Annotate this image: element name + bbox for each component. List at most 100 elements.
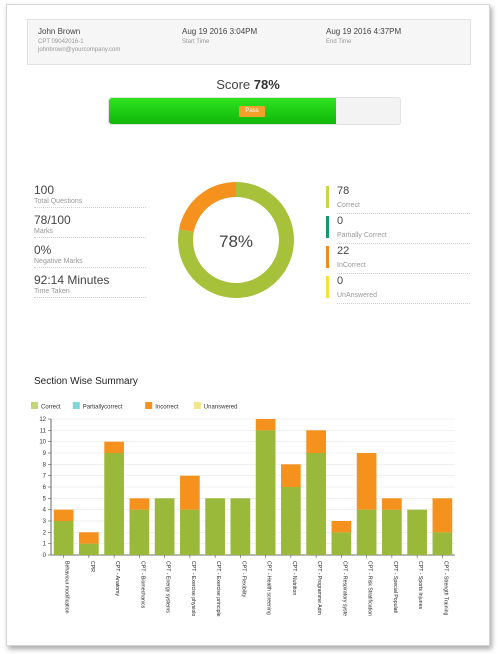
stat-negative-marks: 0% Negative Marks: [34, 243, 146, 268]
bar-correct: [205, 498, 225, 555]
bar-correct: [306, 453, 326, 555]
x-tick-label: CPT - Special Populati: [392, 561, 398, 613]
answer-count: 22: [337, 245, 350, 257]
answer-label: Correct: [337, 202, 360, 209]
user-email: johnbrown@yourcompany.com: [38, 47, 121, 53]
divider: [337, 273, 470, 274]
stat-marks: 78/100 Marks: [34, 213, 146, 238]
x-tick-label: CPT - Nutrition: [291, 561, 297, 595]
legend-entry: Incorrect: [155, 405, 179, 411]
stat-total-questions: 100 Total Questions: [34, 183, 146, 208]
x-tick-label: CPT - Exercise principle: [215, 561, 221, 617]
y-tick-label: 10: [39, 440, 46, 446]
answer-label: InCorrect: [337, 262, 366, 269]
score-heading: Score 78%: [7, 77, 489, 92]
donut-center-label: 78%: [219, 232, 253, 251]
answer-count: 0: [337, 275, 344, 287]
stat-label: Total Questions: [34, 198, 83, 205]
x-tick-label: CPT - Health screening: [266, 561, 272, 615]
bar-correct: [129, 509, 150, 555]
y-tick-label: 9: [43, 451, 47, 457]
stat-value: 100: [34, 183, 55, 197]
x-tick-label: CPT - Biomechanics: [139, 561, 145, 609]
y-tick-label: 0: [43, 553, 47, 559]
answer-color-bar: [326, 276, 329, 298]
answer-count: 78: [337, 185, 350, 197]
legend-swatch: [193, 402, 201, 409]
bar-correct: [230, 498, 251, 555]
divider: [337, 243, 470, 244]
stat-label: Negative Marks: [34, 258, 83, 265]
answer-color-bar: [326, 246, 329, 268]
bar-incorrect: [281, 464, 301, 487]
result-card: John Brown CPT 09042016-1 johnbrown@your…: [6, 4, 490, 646]
bar-correct: [382, 509, 402, 555]
bar-correct: [407, 509, 427, 555]
answer-correct: 78 Correct: [326, 185, 470, 214]
answer-unanswered: 0 UnAnswered: [326, 275, 470, 304]
y-tick-label: 5: [43, 496, 47, 502]
bar-correct: [154, 498, 175, 555]
answer-incorrect: 22 InCorrect: [326, 245, 470, 274]
x-tick-label: CPT - Flexibility: [240, 561, 246, 598]
x-tick-label: CPT - Exercise physiolo: [190, 561, 196, 616]
score-donut-chart: 78%: [178, 182, 294, 298]
start-time-label: Start Time: [182, 39, 210, 45]
answer-color-bar: [326, 186, 329, 208]
legend-entry: Partiallycorrect: [83, 405, 123, 411]
bar-incorrect: [53, 509, 74, 521]
user-name: John Brown: [38, 27, 81, 36]
bar-incorrect: [255, 419, 276, 431]
bar-incorrect: [356, 453, 377, 510]
bar-incorrect: [104, 441, 124, 453]
legend-entry: Correct: [41, 405, 61, 411]
divider: [337, 303, 470, 304]
y-tick-label: 4: [43, 508, 47, 514]
score-label: Score: [216, 77, 251, 92]
answer-label: Partially Correct: [337, 232, 387, 239]
bar-correct: [180, 509, 200, 555]
x-tick-label: CPT - Anatomy: [114, 561, 120, 596]
x-tick-label: CPT - Sports Injuries: [417, 561, 423, 609]
x-tick-label: CPR: [89, 561, 95, 572]
y-tick-label: 12: [39, 417, 46, 423]
answer-count: 0: [337, 215, 344, 227]
x-tick-label: CPT - Energy systems: [165, 561, 171, 613]
bar-incorrect: [306, 430, 326, 453]
legend-swatch: [145, 402, 153, 409]
y-tick-label: 3: [43, 519, 47, 525]
y-tick-label: 11: [40, 428, 47, 434]
divider: [337, 213, 470, 214]
stat-time-taken: 92:14 Minutes Time Taken: [34, 273, 146, 298]
bar-incorrect: [331, 521, 352, 533]
start-time-value: Aug 19 2016 3:04PM: [182, 27, 258, 36]
x-tick-label: CPT - Strength Training: [442, 561, 448, 616]
bar-correct: [432, 532, 453, 555]
bar-correct: [331, 532, 352, 555]
x-tick-label: CPT - Risk Stratification: [367, 561, 373, 616]
stat-label: Time Taken: [34, 288, 70, 295]
y-tick-label: 2: [43, 530, 47, 536]
course-code: CPT 09042016-1: [38, 39, 84, 45]
stat-label: Marks: [34, 228, 54, 235]
x-tick-label: CPT - Programme Adm: [316, 561, 322, 615]
x-tick-label: Behaviour modification: [64, 561, 70, 614]
bar-incorrect: [129, 498, 150, 510]
score-progress-fill: [109, 98, 336, 124]
end-time-label: End Time: [326, 39, 352, 45]
start-time-block: Aug 19 2016 3:04PM Start Time: [182, 27, 257, 45]
bar-incorrect: [180, 475, 200, 510]
end-time-value: Aug 19 2016 4:37PM: [326, 27, 402, 36]
score-progress-bar: Pass: [108, 97, 401, 125]
section-summary-chart: Correct Partiallycorrect Incorrect Unanswer…: [31, 402, 455, 617]
bar-incorrect: [79, 532, 99, 544]
donut-slice-incorrect: [179, 182, 236, 232]
bar-correct: [53, 521, 74, 555]
stat-value: 92:14 Minutes: [34, 273, 110, 287]
stat-value: 78/100: [34, 213, 71, 227]
legend-swatch: [31, 402, 38, 409]
y-tick-label: 7: [43, 474, 47, 480]
user-info: John Brown CPT 09042016-1 johnbrown@your…: [38, 27, 120, 53]
answer-label: UnAnswered: [337, 292, 378, 299]
legend-swatch: [72, 402, 80, 409]
